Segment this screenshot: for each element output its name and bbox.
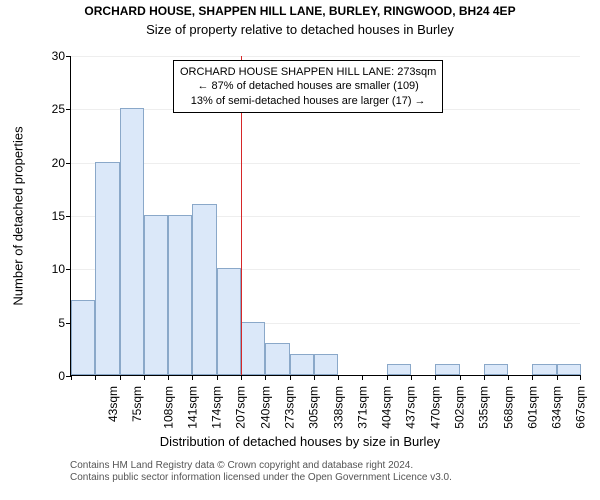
- x-axis-label: Distribution of detached houses by size …: [0, 434, 600, 449]
- xtick-mark: [411, 375, 412, 380]
- ytick-label: 10: [52, 262, 71, 276]
- histogram-bar: [168, 215, 192, 375]
- xtick-label: 404sqm: [380, 386, 394, 429]
- xtick-label: 568sqm: [501, 386, 515, 429]
- annotation-line: ← 87% of detached houses are smaller (10…: [180, 79, 436, 93]
- xtick-label: 371sqm: [356, 386, 370, 429]
- histogram-bar: [435, 364, 459, 375]
- plot-area: 05101520253043sqm75sqm108sqm141sqm174sqm…: [70, 56, 580, 376]
- chart-subtitle: Size of property relative to detached ho…: [0, 22, 600, 37]
- xtick-label: 75sqm: [130, 386, 144, 422]
- xtick-mark: [557, 375, 558, 380]
- xtick-label: 273sqm: [283, 386, 297, 429]
- gridline: [71, 56, 580, 57]
- xtick-mark: [387, 375, 388, 380]
- xtick-label: 502sqm: [453, 386, 467, 429]
- xtick-label: 634sqm: [550, 386, 564, 429]
- xtick-mark: [192, 375, 193, 380]
- ytick-label: 5: [58, 316, 71, 330]
- ytick-label: 20: [52, 156, 71, 170]
- xtick-label: 43sqm: [106, 386, 120, 422]
- xtick-mark: [362, 375, 363, 380]
- highlight-annotation: ORCHARD HOUSE SHAPPEN HILL LANE: 273sqm …: [173, 60, 443, 113]
- histogram-bar: [192, 204, 216, 375]
- histogram-bar: [265, 343, 289, 375]
- xtick-mark: [460, 375, 461, 380]
- footer-line: Contains HM Land Registry data © Crown c…: [70, 460, 452, 472]
- histogram-bar: [71, 300, 95, 375]
- xtick-mark: [217, 375, 218, 380]
- xtick-mark: [484, 375, 485, 380]
- ytick-label: 30: [52, 49, 71, 63]
- ytick-label: 15: [52, 209, 71, 223]
- xtick-label: 108sqm: [161, 386, 175, 429]
- xtick-mark: [144, 375, 145, 380]
- ytick-label: 25: [52, 102, 71, 116]
- xtick-mark: [71, 375, 72, 380]
- histogram-bar: [290, 354, 314, 375]
- xtick-mark: [508, 375, 509, 380]
- footer-line: Contains public sector information licen…: [70, 472, 452, 484]
- histogram-bar: [241, 322, 265, 375]
- annotation-line: ORCHARD HOUSE SHAPPEN HILL LANE: 273sqm: [180, 65, 436, 79]
- xtick-mark: [435, 375, 436, 380]
- xtick-mark: [241, 375, 242, 380]
- histogram-bar: [557, 364, 581, 375]
- chart-title: ORCHARD HOUSE, SHAPPEN HILL LANE, BURLEY…: [0, 4, 600, 18]
- xtick-mark: [120, 375, 121, 380]
- xtick-label: 141sqm: [186, 386, 200, 429]
- histogram-bar: [387, 364, 411, 375]
- ytick-label: 0: [58, 369, 71, 383]
- xtick-label: 470sqm: [428, 386, 442, 429]
- xtick-label: 207sqm: [234, 386, 248, 429]
- xtick-mark: [290, 375, 291, 380]
- histogram-bar: [120, 108, 144, 375]
- xtick-mark: [338, 375, 339, 380]
- histogram-bar: [144, 215, 168, 375]
- histogram-bar: [532, 364, 556, 375]
- histogram-bar: [217, 268, 241, 375]
- xtick-label: 240sqm: [258, 386, 272, 429]
- xtick-mark: [95, 375, 96, 380]
- xtick-label: 305sqm: [307, 386, 321, 429]
- xtick-mark: [314, 375, 315, 380]
- chart-page: { "layout": { "page_width": 600, "page_h…: [0, 0, 600, 500]
- xtick-label: 535sqm: [477, 386, 491, 429]
- xtick-mark: [168, 375, 169, 380]
- xtick-label: 338sqm: [331, 386, 345, 429]
- xtick-label: 667sqm: [574, 386, 588, 429]
- xtick-mark: [580, 375, 581, 380]
- annotation-line: 13% of semi-detached houses are larger (…: [180, 94, 436, 108]
- footer-attribution: Contains HM Land Registry data © Crown c…: [70, 460, 452, 484]
- xtick-mark: [532, 375, 533, 380]
- histogram-bar: [314, 354, 338, 375]
- gridline: [71, 163, 580, 164]
- y-axis-label: Number of detached properties: [11, 126, 26, 305]
- xtick-label: 601sqm: [526, 386, 540, 429]
- xtick-label: 437sqm: [404, 386, 418, 429]
- xtick-mark: [265, 375, 266, 380]
- histogram-bar: [484, 364, 508, 375]
- histogram-bar: [95, 162, 119, 375]
- xtick-label: 174sqm: [210, 386, 224, 429]
